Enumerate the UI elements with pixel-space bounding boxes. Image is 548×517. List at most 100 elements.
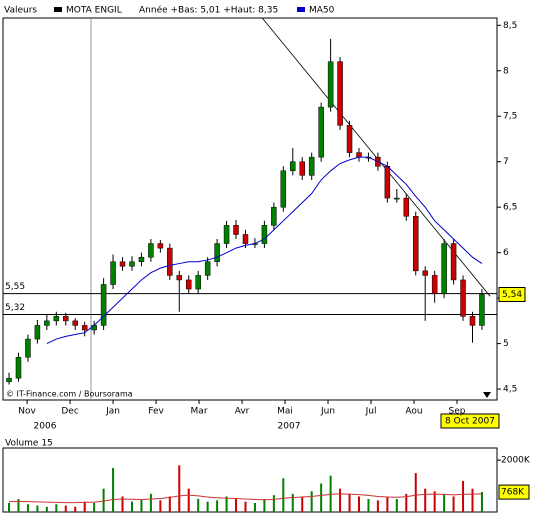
legend-swatch	[54, 7, 62, 12]
volume-bar	[244, 501, 247, 512]
candle-body	[6, 377, 12, 383]
date-box	[440, 413, 500, 429]
candle-body	[233, 225, 239, 235]
volume-bar	[443, 493, 446, 512]
y-tick-label: 7	[503, 157, 509, 167]
candle-body	[431, 275, 438, 294]
candle-body	[356, 152, 362, 158]
volume-last-label: 768K	[501, 488, 525, 498]
volume-bar	[206, 501, 209, 512]
volume-bar	[187, 488, 190, 512]
candle-body	[176, 275, 183, 281]
volume-bar	[102, 488, 105, 512]
candle-body	[138, 256, 145, 263]
x-tick-label: Nov	[18, 407, 36, 417]
y-tick-label: 8	[503, 66, 509, 76]
volume-bar	[225, 496, 228, 512]
candle-body	[63, 316, 69, 322]
x-tick-label: Fev	[148, 407, 164, 417]
candle-body	[337, 61, 343, 126]
volume-bar	[216, 500, 219, 512]
candle-body	[412, 216, 419, 272]
x-tick-label: Sep	[449, 407, 466, 417]
candle-body	[110, 261, 116, 285]
volume-bar	[130, 501, 133, 512]
candle-body	[479, 294, 485, 326]
candle-body	[394, 197, 400, 200]
x-tick-label: Mar	[191, 407, 208, 417]
volume-bar	[93, 502, 96, 512]
x-tick-label: Jul	[365, 407, 377, 417]
candle-body	[72, 320, 78, 326]
volume-bar	[424, 488, 427, 512]
candle-body	[34, 325, 41, 340]
candle-body	[327, 61, 334, 108]
volume-bar	[121, 496, 124, 512]
header-label: Valeurs	[4, 6, 37, 16]
year-label: 2006	[34, 422, 57, 432]
candle-body	[290, 161, 296, 172]
volume-last-box	[498, 484, 530, 500]
volume-ma-line	[9, 493, 482, 504]
candle-body	[157, 243, 164, 249]
volume-bar	[282, 478, 285, 512]
candle-body	[129, 261, 135, 267]
volume-bar	[329, 475, 332, 512]
volume-bar	[64, 505, 67, 512]
x-tick-label: Jun	[320, 407, 335, 417]
candle-body	[204, 261, 211, 276]
candle-body	[318, 106, 324, 158]
candle-body	[91, 325, 97, 331]
x-tick-label: Avr	[235, 407, 250, 417]
candle-body	[195, 275, 201, 290]
candle-body	[223, 225, 230, 244]
header-name: MOTA ENGIL	[66, 6, 122, 16]
volume-title: Volume 15	[5, 439, 53, 449]
volume-bar	[386, 496, 389, 512]
candle-body	[119, 261, 126, 267]
candle-body	[450, 243, 457, 281]
volume-bar	[235, 499, 238, 512]
volume-bar	[17, 499, 20, 512]
volume-bar	[83, 501, 86, 512]
volume-bar	[291, 493, 294, 512]
volume-bar	[310, 491, 313, 512]
candle-body	[308, 156, 315, 176]
candle-body	[148, 243, 154, 258]
candle-body	[242, 234, 249, 244]
source: © IT-Finance.com / Boursorama	[6, 390, 133, 399]
volume-bar	[480, 492, 483, 512]
y-tick-label: 5	[503, 339, 509, 349]
x-tick-label: Dec	[61, 407, 78, 417]
y-tick-label: 6,5	[503, 203, 517, 213]
level-label: 5,55	[5, 282, 25, 292]
volume-bar	[45, 506, 48, 512]
y-tick-label: 7,5	[503, 112, 517, 122]
legend-swatch	[297, 7, 305, 12]
candle-body	[346, 125, 353, 153]
volume-bar	[272, 495, 275, 512]
candle-body	[441, 243, 447, 294]
last-price-box	[498, 286, 526, 302]
volume-bar	[405, 493, 408, 512]
volume-bar	[414, 473, 417, 512]
volume-bar	[357, 496, 360, 512]
candle-body	[469, 316, 476, 326]
volume-tick-label: 2000K	[501, 456, 531, 466]
ma50-line	[46, 156, 483, 345]
volume-bar	[339, 488, 342, 512]
x-tick-label: Aou	[405, 407, 422, 417]
candle-body	[167, 247, 173, 276]
plot-frame	[2, 17, 498, 401]
candle-body	[280, 170, 287, 208]
volume-bar	[471, 488, 474, 512]
candle-body	[422, 270, 428, 276]
level-label: 5,32	[5, 303, 25, 313]
candle-body	[15, 357, 22, 379]
candle-body	[44, 320, 50, 326]
volume-bar	[367, 499, 370, 512]
volume-bar	[112, 467, 115, 512]
volume-bar	[376, 500, 379, 512]
volume-bar	[140, 499, 143, 512]
